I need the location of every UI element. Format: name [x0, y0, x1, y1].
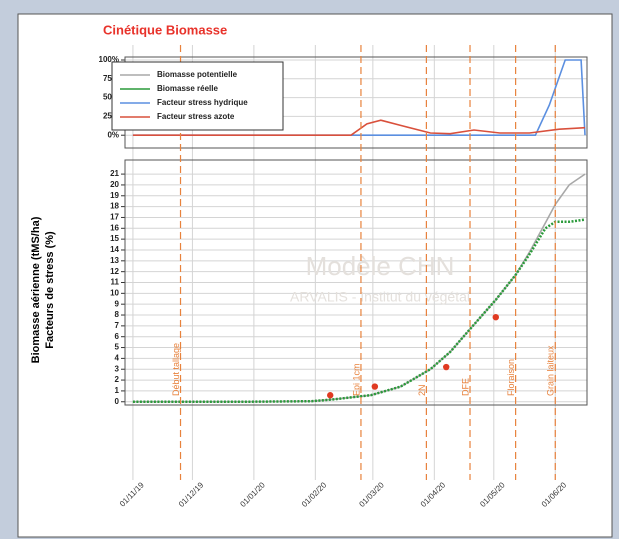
y-tick-label: 6: [115, 332, 120, 341]
y-tick-label: 13: [110, 256, 119, 265]
y-tick-label: 0%: [107, 130, 119, 139]
observation-point: [327, 392, 334, 399]
y-tick-label: 7: [115, 321, 120, 330]
stage-label: DFE: [460, 378, 470, 396]
y-tick-label: 4: [115, 353, 120, 362]
legend-label: Facteur stress azote: [157, 112, 235, 121]
y-tick-label: 21: [110, 169, 119, 178]
stage-label: Grain laiteux: [546, 345, 556, 396]
y-tick-label: 9: [115, 299, 120, 308]
y-tick-label: 3: [115, 364, 120, 373]
legend-label: Biomasse réelle: [157, 84, 218, 93]
y-tick-label: 75%: [103, 74, 119, 83]
y-axis-label: Facteurs de stress (%): [44, 231, 56, 349]
plot-box: [124, 159, 588, 406]
legend-label: Biomasse potentielle: [157, 70, 238, 79]
watermark: ARVALIS - Institut du végétal: [290, 289, 470, 305]
stage-label: Début tallage: [171, 343, 181, 396]
y-tick-label: 50%: [103, 93, 119, 102]
y-tick-label: 19: [110, 191, 119, 200]
y-tick-label: 10: [110, 288, 119, 297]
y-tick-label: 5: [115, 343, 120, 352]
y-tick-label: 18: [110, 202, 119, 211]
series-line: [132, 119, 586, 136]
observation-point: [492, 313, 499, 321]
legend-box: [111, 61, 284, 131]
y-axis-label: Biomasse aérienne (tMS/ha): [30, 216, 42, 363]
y-tick-label: 11: [111, 278, 120, 287]
y-tick-label: 1: [115, 386, 120, 395]
y-tick-label: 15: [110, 234, 119, 243]
y-tick-label: 20: [110, 180, 119, 189]
y-tick-label: 8: [115, 310, 120, 319]
watermark: Modèle CHN: [306, 251, 455, 281]
y-tick-label: 14: [110, 245, 119, 254]
y-tick-label: 16: [110, 223, 119, 232]
chart-title: Cinétique Biomasse: [103, 22, 227, 37]
observation-point: [371, 383, 379, 390]
y-tick-label: 12: [110, 267, 119, 276]
legend-label: Facteur stress hydrique: [157, 98, 248, 107]
y-tick-label: 2: [115, 375, 120, 384]
y-tick-label: 17: [110, 213, 119, 222]
y-tick-label: 25%: [103, 112, 119, 121]
series-line: [132, 218, 586, 403]
observation-point: [443, 363, 450, 371]
y-tick-label: 0: [115, 397, 120, 406]
stage-label: Floraison: [506, 359, 516, 396]
stage-label: 2N: [417, 384, 427, 396]
y-tick-label: 100%: [99, 55, 119, 64]
stage-label: Epi 1cm: [351, 363, 361, 396]
